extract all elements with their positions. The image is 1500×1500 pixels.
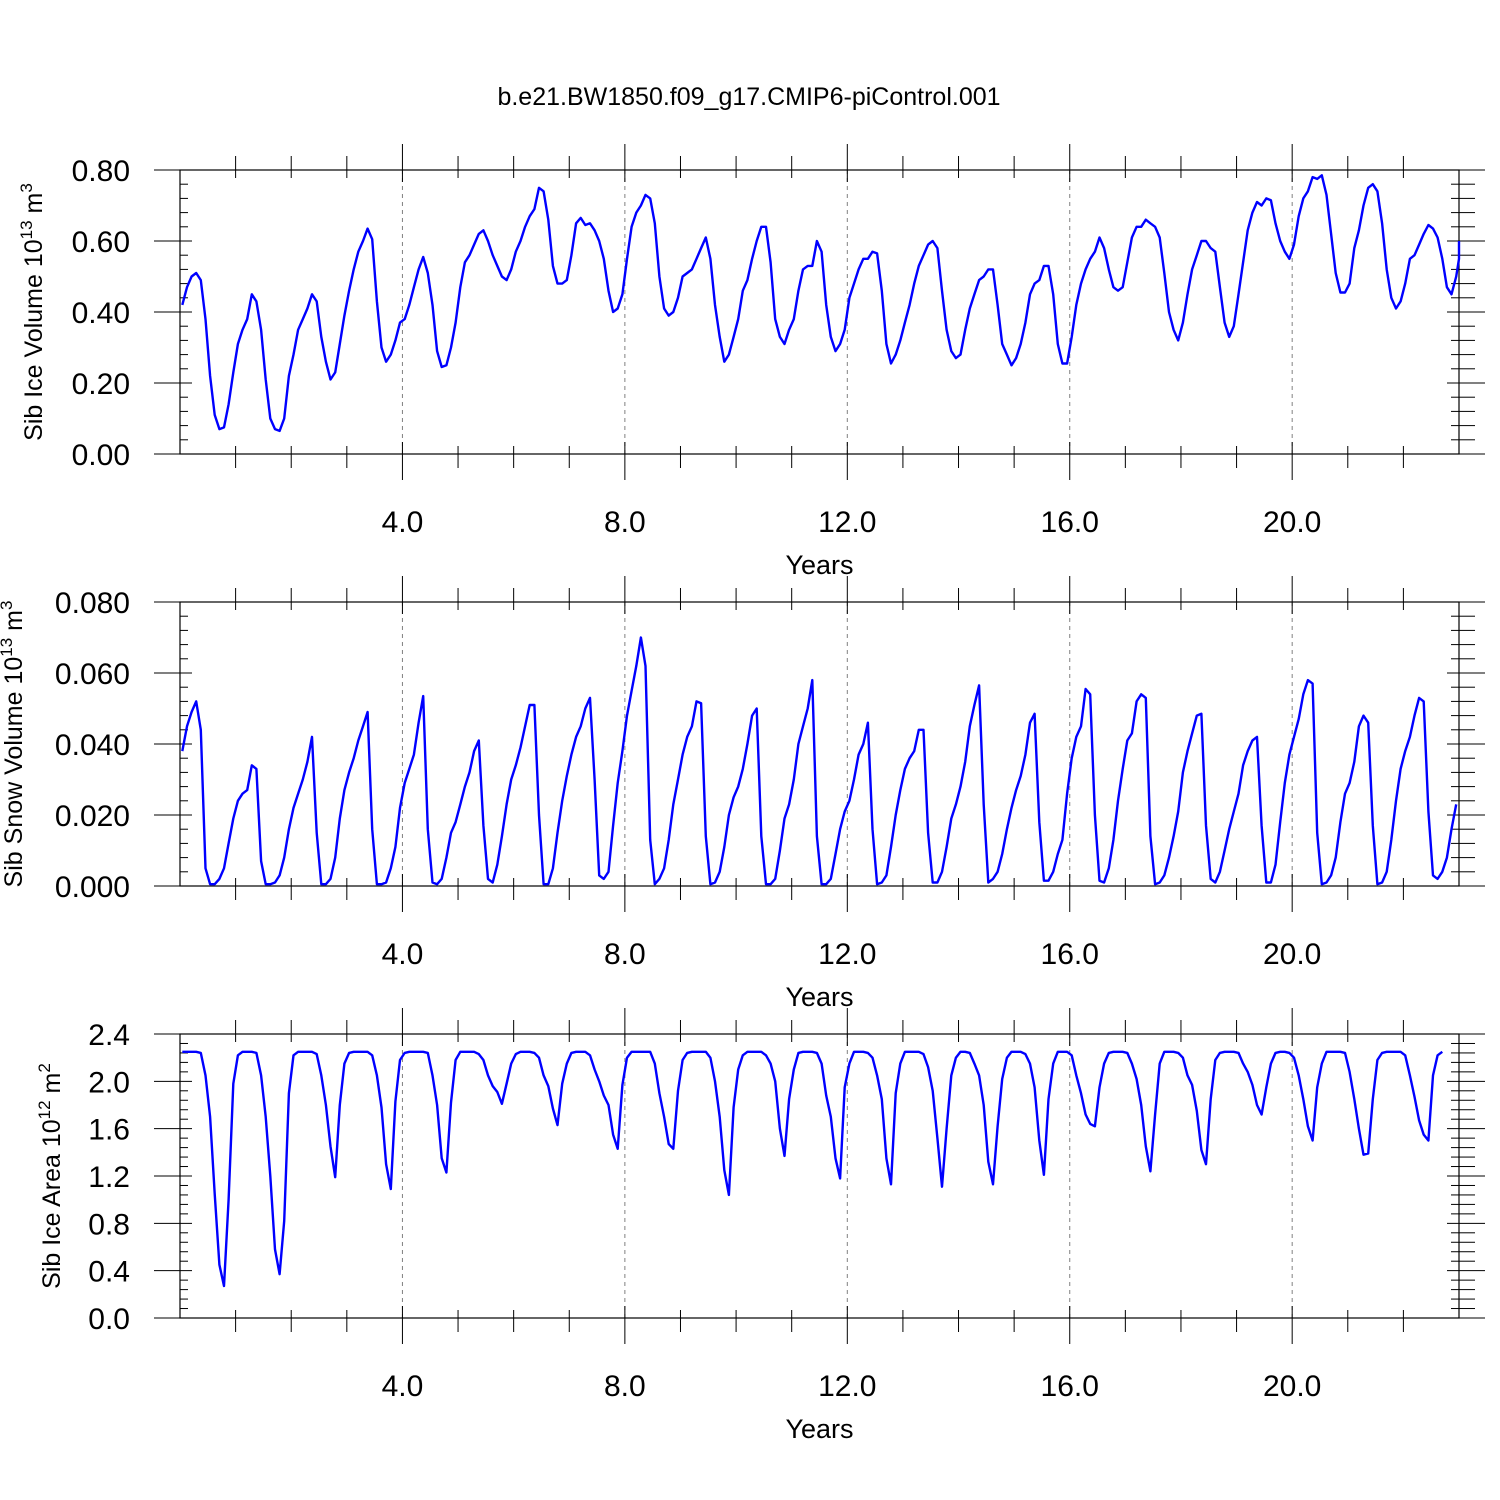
y-tick-label: 0.80 xyxy=(72,155,130,188)
y-tick-label: 0.040 xyxy=(55,729,130,762)
y-axis-label: Sib Ice Volume 1013 m3 xyxy=(17,183,48,441)
y-axis-label-text: Sib Ice Area 10 xyxy=(38,1119,66,1289)
plot-frame xyxy=(179,1033,1460,1319)
y-tick-label: 0.000 xyxy=(55,871,130,904)
y-axis-label-text: Sib Ice Volume 10 xyxy=(20,239,48,441)
series-line xyxy=(181,174,1461,433)
x-tick-label: 8.0 xyxy=(604,506,646,539)
y-tick-label: 0.00 xyxy=(72,439,130,472)
x-axis-label: Years xyxy=(785,1414,853,1444)
y-tick-label: 0.20 xyxy=(72,368,130,401)
x-tick-label: 20.0 xyxy=(1263,1370,1321,1403)
y-tick-label: 2.0 xyxy=(88,1066,130,1099)
y-axis-label: Sib Ice Area 1012 m2 xyxy=(35,1063,66,1289)
figure-title: b.e21.BW1850.f09_g17.CMIP6-piControl.001 xyxy=(497,83,1000,111)
y-tick-label: 0.8 xyxy=(88,1208,130,1241)
y-tick-label: 0.020 xyxy=(55,800,130,833)
y-axis-label-unit-exponent: 3 xyxy=(17,183,36,192)
x-tick-label: 4.0 xyxy=(382,938,424,971)
y-tick-label: 0.40 xyxy=(72,297,130,330)
y-tick-label: 0.4 xyxy=(88,1256,130,1289)
x-axis-label: Years xyxy=(785,982,853,1012)
y-tick-label: 2.4 xyxy=(88,1019,130,1052)
y-tick-label: 0.080 xyxy=(55,587,130,620)
y-axis-label-unit: m xyxy=(20,193,48,221)
x-axis-label: Years xyxy=(785,550,853,580)
panel-1: 4.0 8.0 12.0 16.0 20.0 0.00 0.20 0.40 0.60 0.80 Ye… xyxy=(17,144,1485,580)
y-axis-label-unit-exponent: 3 xyxy=(0,601,16,610)
x-tick-label: 20.0 xyxy=(1263,938,1321,971)
y-axis-label-text: Sib Snow Volume 10 xyxy=(0,657,28,888)
x-tick-label: 20.0 xyxy=(1263,506,1321,539)
y-axis-label-exponent: 13 xyxy=(0,638,16,657)
plot-frame xyxy=(179,169,1460,455)
series-line xyxy=(181,636,1458,886)
x-tick-label: 8.0 xyxy=(604,1370,646,1403)
x-tick-label: 12.0 xyxy=(818,506,876,539)
plot-frame xyxy=(179,601,1460,887)
panel-2: 4.0 8.0 12.0 16.0 20.0 0.000 0.020 0.040 0.060 0.… xyxy=(0,576,1485,1012)
y-tick-label: 0.0 xyxy=(88,1303,130,1336)
y-axis-label-exponent: 12 xyxy=(35,1100,54,1119)
x-tick-label: 12.0 xyxy=(818,1370,876,1403)
x-tick-label: 16.0 xyxy=(1041,1370,1099,1403)
y-axis-label-unit: m xyxy=(0,610,28,638)
y-axis-label-unit-exponent: 2 xyxy=(35,1063,54,1072)
y-tick-label: 1.6 xyxy=(88,1114,130,1147)
x-tick-label: 8.0 xyxy=(604,938,646,971)
y-tick-label: 0.60 xyxy=(72,226,130,259)
x-tick-label: 4.0 xyxy=(382,1370,424,1403)
x-tick-label: 12.0 xyxy=(818,938,876,971)
panel-3: 4.0 8.0 12.0 16.0 20.0 0.0 0.4 0.8 1.2 1.6 2.0 2.4 Y… xyxy=(35,1008,1485,1444)
y-axis-label: Sib Snow Volume 1013 m3 xyxy=(0,601,28,888)
y-axis-label-exponent: 13 xyxy=(17,220,36,239)
x-tick-label: 4.0 xyxy=(382,506,424,539)
series-line xyxy=(182,1050,1444,1288)
y-tick-label: 0.060 xyxy=(55,658,130,691)
y-tick-label: 1.2 xyxy=(88,1161,130,1194)
x-tick-label: 16.0 xyxy=(1041,938,1099,971)
panels: 4.0 8.0 12.0 16.0 20.00.000.200.400.600.80Ye… xyxy=(0,144,1485,1444)
y-axis-label-unit: m xyxy=(38,1073,66,1101)
x-tick-label: 16.0 xyxy=(1041,506,1099,539)
